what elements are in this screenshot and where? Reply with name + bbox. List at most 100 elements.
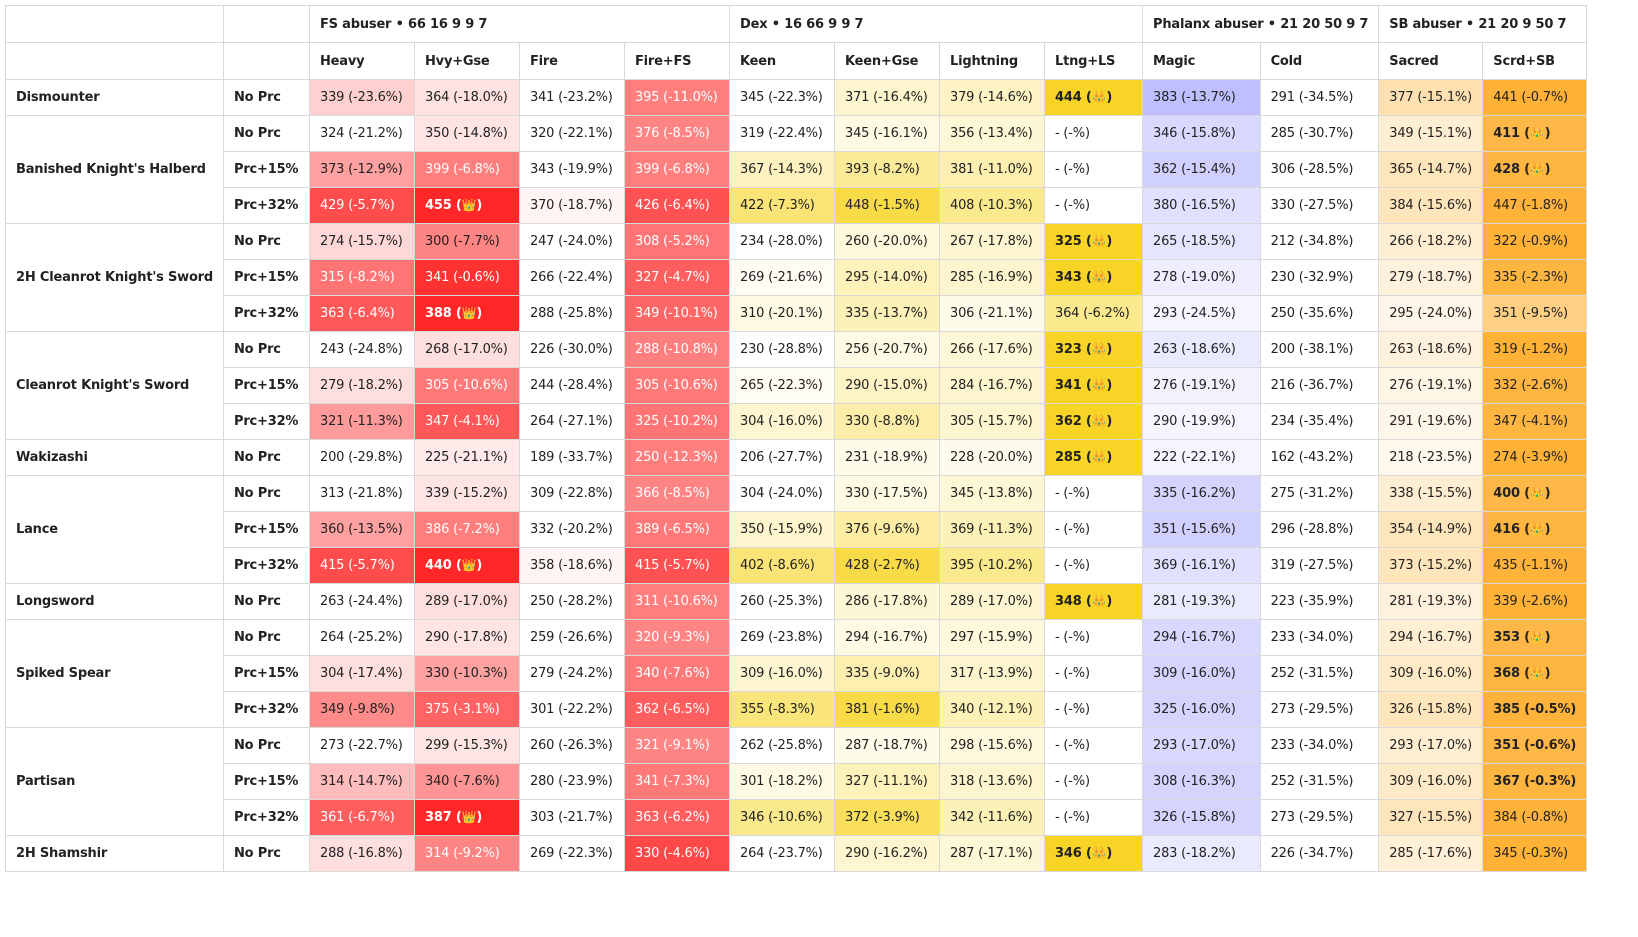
damage-cell: 373 (-15.2%): [1378, 547, 1484, 584]
damage-cell: 343 (👑): [1044, 259, 1143, 296]
damage-value: 360 (-13.5%): [320, 522, 403, 537]
damage-value: 342 (-11.6%): [950, 810, 1033, 825]
paren: (: [455, 306, 462, 321]
damage-value: 326 (-15.8%): [1389, 702, 1472, 717]
damage-cell: 234 (-35.4%): [1259, 403, 1380, 440]
precision-label: Prc+32%: [223, 187, 310, 224]
damage-cell: 326 (-15.8%): [1378, 691, 1484, 728]
damage-cell: 330 (-17.5%): [834, 475, 940, 512]
damage-value: 320 (-9.3%): [635, 630, 710, 645]
damage-value: 351 (-9.5%): [1493, 306, 1568, 321]
damage-value: 440: [425, 558, 456, 573]
damage-value: 310 (-20.1%): [740, 306, 823, 321]
table-row: Longsword No Prc 263 (-24.4%) 289 (-17.0%) 2…: [5, 583, 1588, 620]
damage-cell: 223 (-35.9%): [1259, 583, 1380, 620]
damage-cell: 293 (-17.0%): [1378, 727, 1484, 764]
damage-value: - (-%): [1055, 738, 1090, 753]
damage-value: 230 (-32.9%): [1270, 270, 1354, 285]
paren: ): [1106, 270, 1113, 285]
damage-cell: 212 (-34.8%): [1259, 223, 1380, 260]
group-header-row: FS abuser • 66 16 9 9 7 Dex • 16 66 9 9 7…: [5, 5, 1588, 43]
damage-value: 330 (-10.3%): [425, 666, 508, 681]
crown-icon: 👑: [1529, 666, 1545, 680]
damage-cell: 276 (-19.1%): [1142, 367, 1261, 404]
precision-label: Prc+15%: [223, 763, 310, 800]
damage-cell: 250 (-28.2%): [519, 583, 625, 620]
damage-cell: 266 (-18.2%): [1378, 223, 1484, 260]
crown-icon: 👑: [1529, 630, 1545, 644]
table-row: Prc+32% 361 (-6.7%) 387 (👑) 303 (-21.7%) 363…: [6, 799, 1588, 836]
damage-cell: 320 (-9.3%): [624, 619, 730, 656]
damage-cell: 377 (-15.1%): [1378, 79, 1484, 116]
damage-value: 351 (-0.6%): [1493, 738, 1577, 753]
column-header-row: Heavy Hvy+Gse Fire Fire+FS Keen Keen+Gse Light…: [5, 42, 1588, 80]
damage-value: 428: [1493, 162, 1525, 177]
damage-cell: 335 (-2.3%): [1482, 259, 1588, 296]
damage-value: 247 (-24.0%): [530, 234, 613, 249]
damage-cell: 441 (-0.7%): [1482, 79, 1588, 116]
damage-value: 385 (-0.5%): [1493, 702, 1577, 717]
damage-value: 309 (-16.0%): [740, 666, 823, 681]
damage-cell: 279 (-18.2%): [309, 367, 415, 404]
damage-value: 290 (-19.9%): [1153, 414, 1236, 429]
damage-value: 447 (-1.8%): [1493, 198, 1568, 213]
damage-value: 287 (-17.1%): [950, 846, 1033, 861]
group-header: [5, 5, 224, 43]
precision-label: Prc+15%: [223, 511, 310, 548]
damage-value: 408 (-10.3%): [950, 198, 1033, 213]
damage-value: 273 (-29.5%): [1270, 810, 1354, 825]
paren: ): [1106, 846, 1113, 861]
damage-value: 303 (-21.7%): [530, 810, 613, 825]
precision-label: Prc+32%: [223, 403, 310, 440]
damage-value: - (-%): [1055, 702, 1090, 717]
damage-value: 291 (-19.6%): [1389, 414, 1472, 429]
damage-cell: 388 (👑): [414, 295, 520, 332]
paren: (: [1085, 234, 1092, 249]
damage-cell: 400 (👑): [1482, 475, 1588, 512]
paren: (: [1085, 450, 1092, 465]
damage-value: 384 (-0.8%): [1493, 810, 1568, 825]
damage-value: 350 (-14.8%): [425, 126, 508, 141]
damage-value: 200 (-29.8%): [320, 450, 403, 465]
damage-value: 278 (-19.0%): [1153, 270, 1236, 285]
damage-value: - (-%): [1055, 774, 1090, 789]
damage-cell: 381 (-11.0%): [939, 151, 1045, 188]
paren: (: [1085, 342, 1092, 357]
damage-value: 340 (-7.6%): [635, 666, 710, 681]
precision-label: Prc+32%: [223, 295, 310, 332]
damage-value: 362: [1055, 414, 1086, 429]
damage-cell: 387 (👑): [414, 799, 520, 836]
paren: ): [1106, 594, 1113, 609]
damage-value: 381 (-11.0%): [950, 162, 1033, 177]
paren: ): [476, 198, 483, 213]
damage-value: 330 (-27.5%): [1270, 198, 1354, 213]
damage-cell: 351 (-0.6%): [1482, 727, 1588, 764]
damage-cell: 448 (-1.5%): [834, 187, 940, 224]
damage-cell: 228 (-20.0%): [939, 439, 1045, 476]
damage-value: 371 (-16.4%): [845, 90, 928, 105]
damage-value: 330 (-17.5%): [845, 486, 928, 501]
damage-cell: 389 (-6.5%): [624, 511, 730, 548]
damage-cell: 356 (-13.4%): [939, 115, 1045, 152]
paren: ): [1544, 126, 1551, 141]
table-row: Prc+32% 321 (-11.3%) 347 (-4.1%) 264 (-27.1…: [6, 403, 1588, 440]
damage-cell: - (-%): [1044, 475, 1143, 512]
damage-cell: 218 (-23.5%): [1378, 439, 1484, 476]
damage-cell: 327 (-15.5%): [1378, 799, 1484, 836]
damage-value: 276 (-19.1%): [1389, 378, 1472, 393]
damage-value: 422 (-7.3%): [740, 198, 815, 213]
damage-cell: 366 (-8.5%): [624, 475, 730, 512]
paren: (: [455, 810, 462, 825]
damage-cell: 259 (-26.6%): [519, 619, 625, 656]
damage-cell: 252 (-31.5%): [1259, 655, 1380, 692]
damage-value: 345 (-16.1%): [845, 126, 928, 141]
damage-value: 387: [425, 810, 456, 825]
paren: ): [1544, 162, 1551, 177]
damage-cell: 367 (-14.3%): [729, 151, 835, 188]
damage-cell: 285 (-30.7%): [1259, 115, 1380, 152]
weapon-name: 2H Cleanrot Knight's Sword: [5, 223, 224, 332]
paren: (: [1524, 162, 1530, 177]
damage-value: 293 (-17.0%): [1389, 738, 1472, 753]
damage-cell: 299 (-15.3%): [414, 727, 520, 764]
damage-cell: 305 (-10.6%): [414, 367, 520, 404]
